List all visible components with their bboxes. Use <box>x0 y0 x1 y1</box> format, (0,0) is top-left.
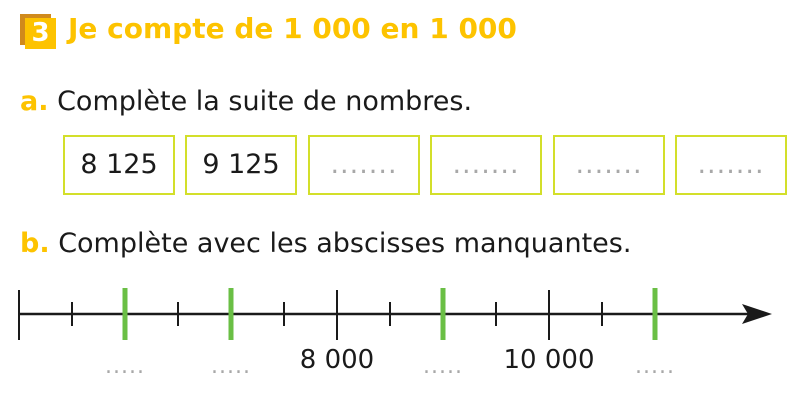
sequence-box: 9 125 <box>185 135 297 195</box>
exercise-title: Je compte de 1 000 en 1 000 <box>68 12 517 45</box>
missing-abscissa[interactable]: ..... <box>423 354 463 379</box>
sequence-box: 8 125 <box>63 135 175 195</box>
arrow-head-icon <box>742 304 772 324</box>
answer-box[interactable]: ....... <box>308 135 420 195</box>
missing-abscissa[interactable]: ..... <box>635 354 675 379</box>
part-b-text: Complète avec les abscisses manquantes. <box>58 228 632 259</box>
answer-box[interactable]: ....... <box>675 135 787 195</box>
part-a-letter: a. <box>20 86 49 117</box>
part-a-instruction: a. Complète la suite de nombres. <box>20 86 472 117</box>
exercise-number-badge: 3 <box>20 14 56 49</box>
part-b-letter: b. <box>20 228 50 259</box>
part-b-instruction: b. Complète avec les abscisses manquante… <box>20 228 631 259</box>
answer-box[interactable]: ....... <box>553 135 665 195</box>
answer-box[interactable]: ....... <box>430 135 542 195</box>
missing-abscissa[interactable]: ..... <box>211 354 251 379</box>
missing-abscissa[interactable]: ..... <box>105 354 145 379</box>
abscissa-label: 8 000 <box>299 345 375 375</box>
exercise-number: 3 <box>25 18 56 49</box>
abscissa-label: 10 000 <box>503 345 595 375</box>
part-a-text: Complète la suite de nombres. <box>57 86 473 117</box>
